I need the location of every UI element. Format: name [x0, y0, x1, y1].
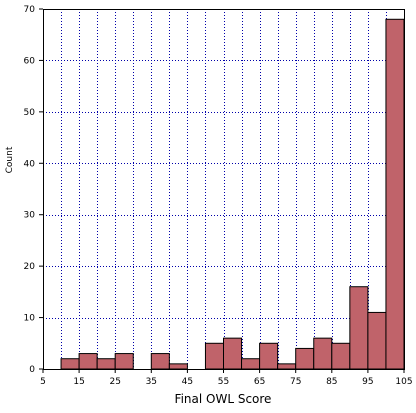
x-axis-ticks: 5 15 25 35 45 55 65 75 85 95 105 — [40, 369, 413, 387]
histogram-bar — [60, 358, 80, 370]
histogram-bar — [367, 311, 387, 370]
x-tick-label: 15 — [73, 377, 84, 387]
x-tick-label: 45 — [182, 377, 193, 387]
histogram-bar — [331, 342, 351, 370]
x-tick-label: 25 — [109, 377, 120, 387]
y-axis-ticks: 0 10 20 30 40 50 60 70 — [24, 5, 43, 375]
histogram-bar — [277, 363, 297, 370]
x-tick-label: 55 — [218, 377, 229, 387]
histogram-bars — [60, 18, 405, 370]
histogram-bar — [349, 286, 369, 370]
histogram-bar — [204, 342, 224, 370]
y-tick-label: 60 — [24, 56, 36, 66]
y-tick-label: 20 — [24, 262, 36, 272]
histogram-bar — [168, 363, 188, 370]
histogram-bar — [295, 347, 315, 370]
y-tick-label: 40 — [24, 159, 36, 169]
histogram-bar — [78, 353, 98, 370]
x-tick-label: 35 — [146, 377, 157, 387]
x-axis-label: Final OWL Score — [175, 392, 272, 406]
y-tick-label: 30 — [24, 211, 36, 221]
y-tick-label: 10 — [24, 314, 36, 324]
y-tick-label: 50 — [24, 108, 36, 118]
y-tick-label: 0 — [29, 365, 35, 375]
y-tick-label: 70 — [24, 5, 36, 15]
histogram-bar — [150, 353, 170, 370]
histogram-bar — [385, 18, 405, 370]
x-tick-label: 105 — [395, 377, 412, 387]
x-tick-label: 5 — [40, 377, 46, 387]
histogram-bar — [241, 358, 261, 370]
x-tick-label: 65 — [254, 377, 265, 387]
grid-lines — [43, 9, 404, 369]
histogram-bar — [96, 358, 116, 370]
x-tick-label: 75 — [290, 377, 301, 387]
histogram-bar — [259, 342, 279, 370]
y-axis-label: Count — [5, 146, 15, 173]
histogram-bar — [114, 353, 134, 370]
x-tick-label: 95 — [362, 377, 373, 387]
x-tick-label: 85 — [326, 377, 337, 387]
histogram-bar — [223, 337, 243, 370]
histogram-bar — [313, 337, 333, 370]
